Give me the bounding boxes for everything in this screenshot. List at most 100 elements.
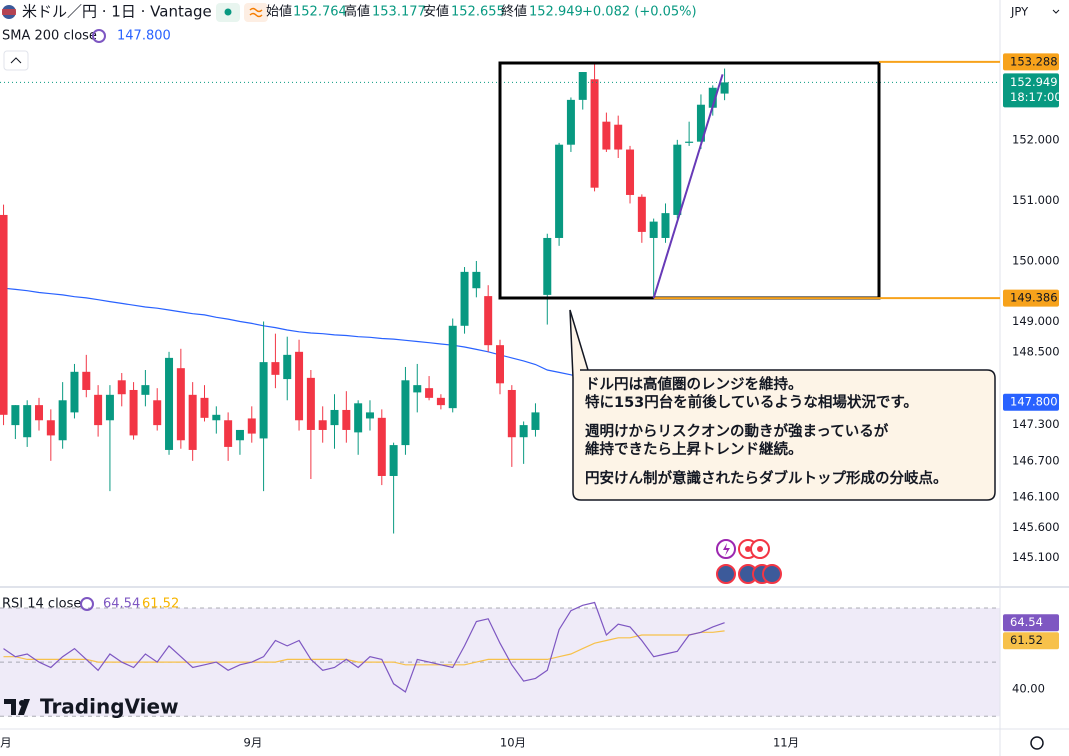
candle-body [235, 429, 244, 441]
candle-body [365, 412, 374, 419]
candle-body [188, 394, 197, 450]
candle-body [626, 149, 635, 195]
candle-body [318, 420, 327, 430]
candle-body [354, 403, 363, 433]
candle-body [306, 377, 315, 430]
data-source-button[interactable] [244, 3, 268, 22]
candle-body [0, 214, 8, 415]
change-value: +0.082 (+0.05%) [582, 5, 697, 20]
candle-body [436, 397, 445, 406]
candle-body [590, 79, 599, 188]
currency-button[interactable] [1004, 2, 1064, 22]
candle-body [141, 385, 150, 395]
candle-body [224, 420, 233, 447]
candle-body [519, 425, 528, 438]
event-dot [757, 546, 763, 552]
y-tick-label: 152.000 [1012, 132, 1060, 146]
candle-body [200, 397, 209, 418]
candle-body [708, 87, 717, 108]
sma-tag-label: 147.800 [1010, 395, 1058, 409]
candle-body [129, 389, 138, 436]
y-tick-label: 147.300 [1012, 417, 1060, 431]
sma-value: 147.800 [117, 29, 171, 44]
low-label: 安値 [423, 4, 449, 20]
level-tag-label: 153.288 [1010, 54, 1058, 68]
candle-body [543, 237, 552, 295]
candle-body [425, 388, 434, 398]
candle-body [448, 325, 457, 409]
rsi-ma-tag-label: 61.52 [1010, 633, 1043, 647]
wave-icon [249, 7, 263, 18]
candle-body [389, 445, 398, 476]
tv-logo-dot [19, 700, 25, 706]
candle-body [283, 354, 292, 380]
candle-body [94, 394, 103, 426]
candle-body [413, 385, 422, 393]
flag-events [716, 564, 782, 584]
note-text: ドル円は高値圏のレンジを維持。 [585, 375, 803, 393]
sma-tag [1003, 393, 1059, 411]
trend-line [652, 74, 724, 299]
candle-body [295, 351, 304, 421]
symbol-title: 米ドル／円 · 1日 · Vantage [22, 3, 212, 21]
settings-gear[interactable] [1030, 736, 1044, 750]
rsi-value: 64.54 [103, 597, 140, 612]
countdown-label: 18:17:00 [1010, 90, 1062, 104]
close-label: 終値 [501, 4, 527, 20]
candle-body [23, 405, 32, 438]
candle-body [46, 420, 55, 436]
y-tick-label: 149.000 [1012, 314, 1060, 328]
flag-event[interactable] [762, 564, 782, 584]
y-tick-label: 146.100 [1012, 490, 1060, 504]
candle-body [531, 412, 540, 430]
candle-body [661, 213, 670, 238]
rsi-settings-icon[interactable] [80, 597, 94, 611]
candle-body [720, 82, 729, 94]
candle-body [460, 271, 469, 326]
sma-settings-icon[interactable] [92, 29, 106, 43]
collapse-button[interactable] [3, 50, 29, 71]
level-tag-label: 149.386 [1010, 291, 1058, 305]
candle-body [153, 400, 162, 426]
watermark: TradingView [40, 695, 179, 719]
candle-body [484, 296, 493, 346]
candle-body [614, 124, 623, 150]
event-bolt [723, 543, 730, 556]
high-label: 高値 [344, 4, 370, 20]
chevron [1052, 9, 1060, 14]
x-tick-label: 10月 [500, 736, 526, 750]
candle-body [578, 72, 587, 100]
last-price-label: 152.949 [1010, 75, 1058, 89]
open-label: 始値 [266, 4, 292, 20]
candle-body [673, 144, 682, 215]
rsi-tick-label: 40.00 [1012, 682, 1045, 696]
y-tick-label: 151.000 [1012, 193, 1060, 207]
note-text: 週明けからリスクオンの動きが強まっているが [585, 422, 889, 440]
last-price-tag [1003, 73, 1059, 108]
candle-body [176, 368, 185, 441]
candle-body [555, 144, 564, 238]
under-layer: 40.00 145.100 145.600 146.100 146.700 147.300… [0, 61, 1060, 750]
candle-body [602, 121, 611, 150]
candle-body [105, 394, 114, 421]
candle-body [35, 405, 44, 421]
candle-body [11, 405, 20, 426]
collapse-icon [10, 57, 22, 64]
x-tick-label: 月 [0, 736, 12, 750]
candle-body [507, 389, 516, 438]
candle-body [247, 418, 256, 434]
rsi-ma-tag [1003, 632, 1059, 650]
note-text: 特に153円台を前後しているような相場状況です。 [585, 393, 918, 411]
candle-body [377, 417, 386, 476]
level-tag [1003, 53, 1059, 71]
close-value: 152.949 [529, 5, 583, 20]
currency: JPY [1010, 5, 1029, 19]
candle-body [472, 271, 481, 289]
candle-body [117, 380, 126, 395]
rsi-ma-value: 61.52 [142, 597, 179, 612]
y-tick-label: 145.600 [1012, 520, 1060, 534]
rsi-tag-label: 64.54 [1010, 615, 1043, 629]
candle-body [58, 400, 67, 441]
flag-event[interactable] [716, 564, 736, 584]
y-tick-label: 148.500 [1012, 344, 1060, 358]
